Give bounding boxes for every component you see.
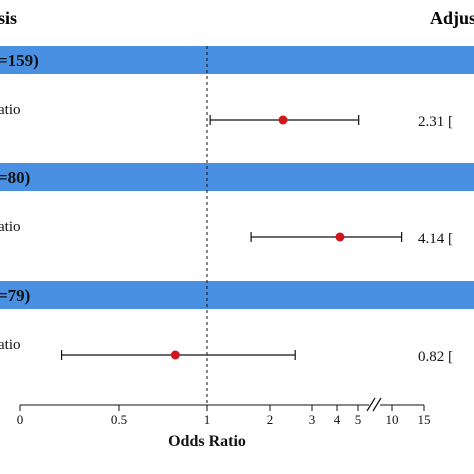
header-left: sis: [0, 8, 17, 28]
estimate-point-2: [170, 350, 180, 360]
x-tick-label-7: 10: [386, 412, 399, 427]
header-right: Adjus: [430, 8, 474, 28]
group-band-1: [0, 163, 474, 191]
estimate-point-1: [335, 232, 345, 242]
x-tick-label-5: 4: [334, 412, 341, 427]
estimate-text-0: 2.31 [: [418, 114, 453, 130]
group-band-0: [0, 46, 474, 74]
estimate-text-2: 0.82 [: [418, 349, 453, 365]
x-axis-title: Odds Ratio: [168, 433, 246, 450]
row-label-1: atio: [0, 219, 21, 235]
x-tick-label-1: 0.5: [111, 412, 127, 427]
axis-break-mark-2: [372, 397, 382, 412]
x-tick-label-8: 15: [418, 412, 431, 427]
group-label-2: =79): [0, 286, 30, 305]
axis-break-mark-1: [366, 397, 376, 412]
x-axis: [20, 397, 424, 412]
x-tick-label-2: 1: [204, 412, 211, 427]
x-axis-ticks: 0 0.5 1 2 3 4 5 10 15: [17, 405, 431, 427]
x-tick-label-6: 5: [355, 412, 362, 427]
row-label-2: atio: [0, 337, 21, 353]
x-tick-label-4: 3: [309, 412, 316, 427]
group-label-1: =80): [0, 168, 30, 187]
row-label-0: atio: [0, 102, 21, 118]
estimate-point-0: [278, 115, 288, 125]
x-tick-label-0: 0: [17, 412, 24, 427]
forest-groups: =159) atio 2.31 [ =80) atio 4.14 [ =79) atio 0.8…: [0, 46, 474, 365]
group-band-2: [0, 281, 474, 309]
group-label-0: =159): [0, 51, 39, 70]
estimate-text-1: 4.14 [: [418, 231, 453, 247]
x-tick-label-3: 2: [267, 412, 274, 427]
